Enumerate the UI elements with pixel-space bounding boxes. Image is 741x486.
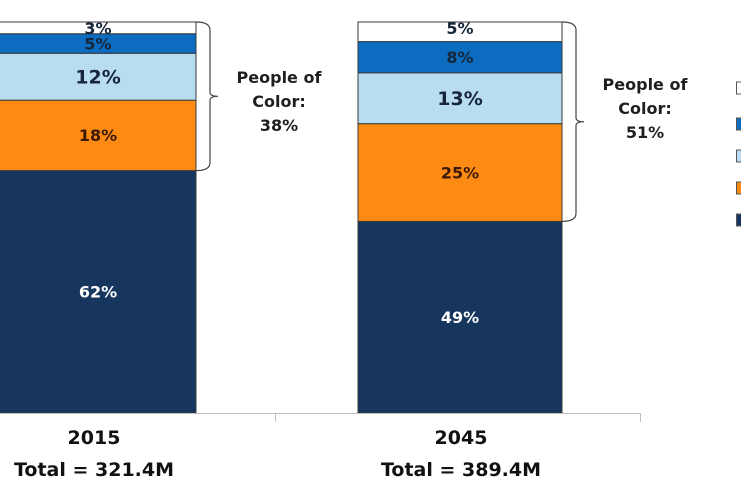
category-labels: 2015 Total = 321.4M 2045 Total = 389.4M — [14, 427, 541, 481]
annotation-2045-line-1: Color: — [618, 99, 672, 118]
bar-segment-2015-0 — [0, 170, 197, 414]
data-label-2045-4: 5% — [446, 19, 473, 38]
x-tick-label-2045: 2045 — [435, 427, 488, 449]
bar-segment-2045-3 — [357, 41, 563, 74]
bar-segment-2015-2 — [0, 52, 197, 101]
data-label-2045-0: 49% — [441, 308, 479, 327]
data-label-2015-4: 3% — [84, 19, 111, 38]
brace-2045 — [561, 21, 585, 223]
x-axis — [0, 413, 641, 422]
brace-2015 — [195, 21, 219, 172]
legend-swatch-2 — [736, 149, 741, 163]
data-label-2015-3: 5% — [84, 34, 111, 53]
bar-segment-2015-1 — [0, 99, 197, 172]
bar-segment-2045-0 — [357, 220, 563, 414]
data-label-2015-1: 18% — [79, 126, 117, 145]
x-tick-subtitle-2015: Total = 321.4M — [14, 459, 174, 481]
annotations-layer: People of Color: 38% People of Color: 51% — [195, 21, 689, 223]
annotation-2045-line-2: 51% — [626, 123, 664, 142]
bar-segment-2045-1 — [357, 123, 563, 222]
bar-segment-2045-4 — [357, 21, 563, 43]
annotation-2015-line-0: People of — [237, 68, 323, 87]
data-label-2015-2: 12% — [75, 67, 120, 89]
legend-swatch-4 — [736, 81, 741, 95]
annotation-2015-line-1: Color: — [252, 92, 306, 111]
data-label-2045-3: 8% — [446, 48, 473, 67]
legend-swatch-0 — [736, 213, 741, 227]
bars-layer: 62%18%12%5%3%49%25%13%8%5% — [0, 19, 563, 414]
legend-swatch-3 — [736, 117, 741, 131]
data-label-2045-1: 25% — [441, 163, 479, 182]
legend-swatch-1 — [736, 181, 741, 195]
annotation-2015-line-2: 38% — [260, 116, 298, 135]
bar-segment-2045-2 — [357, 72, 563, 125]
data-label-2015-0: 62% — [79, 283, 117, 302]
x-tick-subtitle-2045: Total = 389.4M — [381, 459, 541, 481]
bar-segment-2015-4 — [0, 21, 197, 35]
annotation-2045-line-0: People of — [603, 75, 689, 94]
legend — [736, 81, 741, 227]
data-label-2045-2: 13% — [437, 88, 482, 110]
x-tick-label-2015: 2015 — [68, 427, 121, 449]
